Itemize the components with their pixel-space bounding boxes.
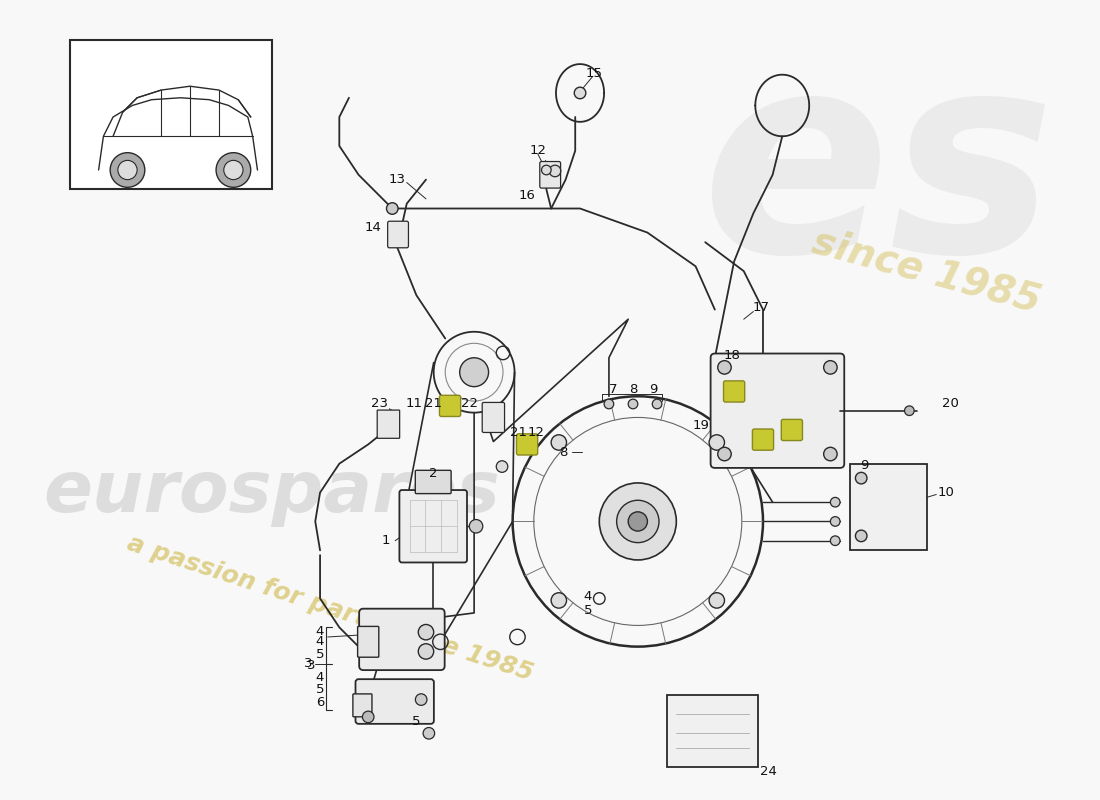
Circle shape [551,434,566,450]
Circle shape [386,202,398,214]
Circle shape [824,361,837,374]
Bar [667,694,758,767]
Text: 10: 10 [937,486,955,499]
Text: 6: 6 [316,696,324,709]
Text: 4: 4 [316,635,324,648]
Text: 2: 2 [429,467,438,480]
Text: 5: 5 [583,603,592,617]
Text: 18: 18 [724,350,740,362]
FancyBboxPatch shape [440,395,461,417]
Circle shape [904,406,914,415]
Circle shape [710,593,725,608]
Text: 3: 3 [305,658,312,670]
Text: 22: 22 [461,398,477,410]
Text: 3: 3 [307,659,316,672]
Text: 8: 8 [629,383,637,396]
Circle shape [223,160,243,180]
Circle shape [856,530,867,542]
FancyBboxPatch shape [724,381,745,402]
Circle shape [549,165,561,177]
Circle shape [551,593,566,608]
FancyBboxPatch shape [355,679,433,724]
Circle shape [574,87,586,98]
Text: 15: 15 [586,67,603,80]
FancyBboxPatch shape [358,626,378,658]
Text: 4: 4 [316,671,324,684]
Circle shape [856,472,867,484]
Circle shape [418,644,433,659]
FancyBboxPatch shape [387,222,408,248]
Text: 21: 21 [426,398,442,410]
Circle shape [830,517,840,526]
Bar [69,40,272,190]
Circle shape [496,461,508,472]
Circle shape [416,694,427,706]
Text: 17: 17 [752,301,770,314]
FancyBboxPatch shape [540,162,561,188]
Circle shape [710,434,725,450]
Circle shape [600,483,676,560]
Circle shape [362,711,374,722]
Text: 12: 12 [527,426,544,439]
FancyBboxPatch shape [752,429,773,450]
FancyBboxPatch shape [711,354,845,468]
Text: es: es [702,40,1055,310]
FancyBboxPatch shape [781,419,803,441]
FancyBboxPatch shape [360,609,444,670]
Text: 4: 4 [584,590,592,603]
Circle shape [824,447,837,461]
Circle shape [628,512,648,531]
Text: 9: 9 [860,459,868,472]
Text: 19: 19 [693,418,710,432]
Circle shape [470,519,483,533]
Text: 11: 11 [406,398,422,410]
Circle shape [424,727,434,739]
Circle shape [110,153,145,187]
Text: 9: 9 [649,383,658,396]
Circle shape [604,399,614,409]
Text: 14: 14 [364,222,382,234]
Text: 5: 5 [316,683,324,697]
Text: 8: 8 [560,446,568,458]
Text: 23: 23 [372,398,388,410]
Bar [849,464,926,550]
Text: since 1985: since 1985 [808,222,1045,320]
FancyBboxPatch shape [416,470,451,494]
FancyBboxPatch shape [377,410,399,438]
Circle shape [541,165,551,175]
Text: 1: 1 [382,534,389,547]
Text: 16: 16 [518,190,536,202]
Circle shape [460,358,488,386]
Circle shape [717,361,732,374]
Text: 7: 7 [608,383,617,396]
Text: 4: 4 [316,625,324,638]
Circle shape [118,160,138,180]
Text: 21: 21 [510,426,527,439]
Circle shape [830,536,840,546]
FancyBboxPatch shape [482,402,505,433]
Circle shape [216,153,251,187]
Text: 20: 20 [943,398,959,410]
Circle shape [652,399,662,409]
FancyBboxPatch shape [353,694,372,717]
Text: a passion for parts since 1985: a passion for parts since 1985 [123,531,536,686]
Text: 13: 13 [388,173,406,186]
Circle shape [628,399,638,409]
Circle shape [617,500,659,542]
Text: 5: 5 [316,648,324,661]
Circle shape [418,625,433,640]
Text: 5: 5 [412,715,420,728]
Circle shape [717,447,732,461]
Text: 24: 24 [760,766,778,778]
FancyBboxPatch shape [399,490,468,562]
FancyBboxPatch shape [517,434,538,455]
Circle shape [830,498,840,507]
Text: eurospares: eurospares [44,458,501,527]
Text: 12: 12 [529,144,547,158]
